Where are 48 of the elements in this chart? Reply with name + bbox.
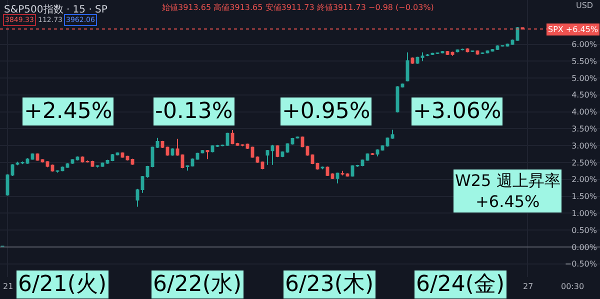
y-tick-label: 0.00% <box>572 242 598 252</box>
x-tick-label: 27 <box>523 282 534 291</box>
y-tick-label: 2.50% <box>572 158 598 168</box>
annotation: 6/23(木) <box>285 272 374 297</box>
y-tick-label: 3.50% <box>572 124 598 134</box>
candlestick <box>136 188 140 208</box>
candlestick <box>510 39 514 46</box>
annotation: 6/24(金) <box>416 272 505 297</box>
y-tick-label: 1.00% <box>572 208 598 218</box>
candlestick <box>176 138 180 156</box>
y-tick-label: 2.00% <box>572 175 598 184</box>
candlestick <box>336 172 340 184</box>
y-tick-label: 5.00% <box>572 74 598 83</box>
candlestick <box>186 164 190 172</box>
annotation: +3.06% <box>413 99 502 124</box>
candlestick <box>206 149 210 160</box>
candlestick <box>156 137 160 148</box>
y-tick-label: 6.00% <box>572 40 598 50</box>
candlestick <box>340 170 344 176</box>
candlestick <box>320 166 324 170</box>
text: S&P500指数 · 15 · SP <box>4 4 108 16</box>
annotation: 6/22(水) <box>153 272 242 297</box>
candlestick <box>240 144 244 147</box>
candlestick <box>420 52 424 62</box>
candlestick <box>20 160 24 165</box>
chart-subtitle: 始値3913.65 高値3913.65 安値3911.73 終値3911.73 −0.98 (−0.03%) <box>162 3 434 12</box>
candlestick <box>406 52 410 82</box>
candlestick <box>270 144 274 166</box>
y-tick-label: 3.00% <box>572 141 598 150</box>
y-tick-label: −0.50% <box>564 260 598 269</box>
y-tick-label: 5.50% <box>572 56 598 66</box>
candlestick <box>390 129 394 140</box>
annotation: +0.95% <box>282 99 370 124</box>
x-tick-label: 00:30 <box>561 282 584 291</box>
annotation: 6/21(火) <box>18 272 107 297</box>
annotation: -0.13% <box>155 99 233 124</box>
annotation: +2.45% <box>24 99 112 124</box>
ref-line-label: SPX +6.45% <box>548 25 598 34</box>
candlestick <box>140 176 144 194</box>
y-tick-label: 4.50% <box>572 90 598 100</box>
annotation: USD <box>576 1 594 10</box>
candlestick <box>266 149 270 166</box>
y-tick-label: 1.50% <box>572 192 598 202</box>
annotation: W25 週上昇率 +6.45% <box>455 171 560 211</box>
y-tick-label: 0.50% <box>572 226 598 235</box>
y-tick-label: 4.00% <box>572 108 598 117</box>
x-tick-label: 21 <box>3 282 14 291</box>
candlestick <box>246 143 250 150</box>
